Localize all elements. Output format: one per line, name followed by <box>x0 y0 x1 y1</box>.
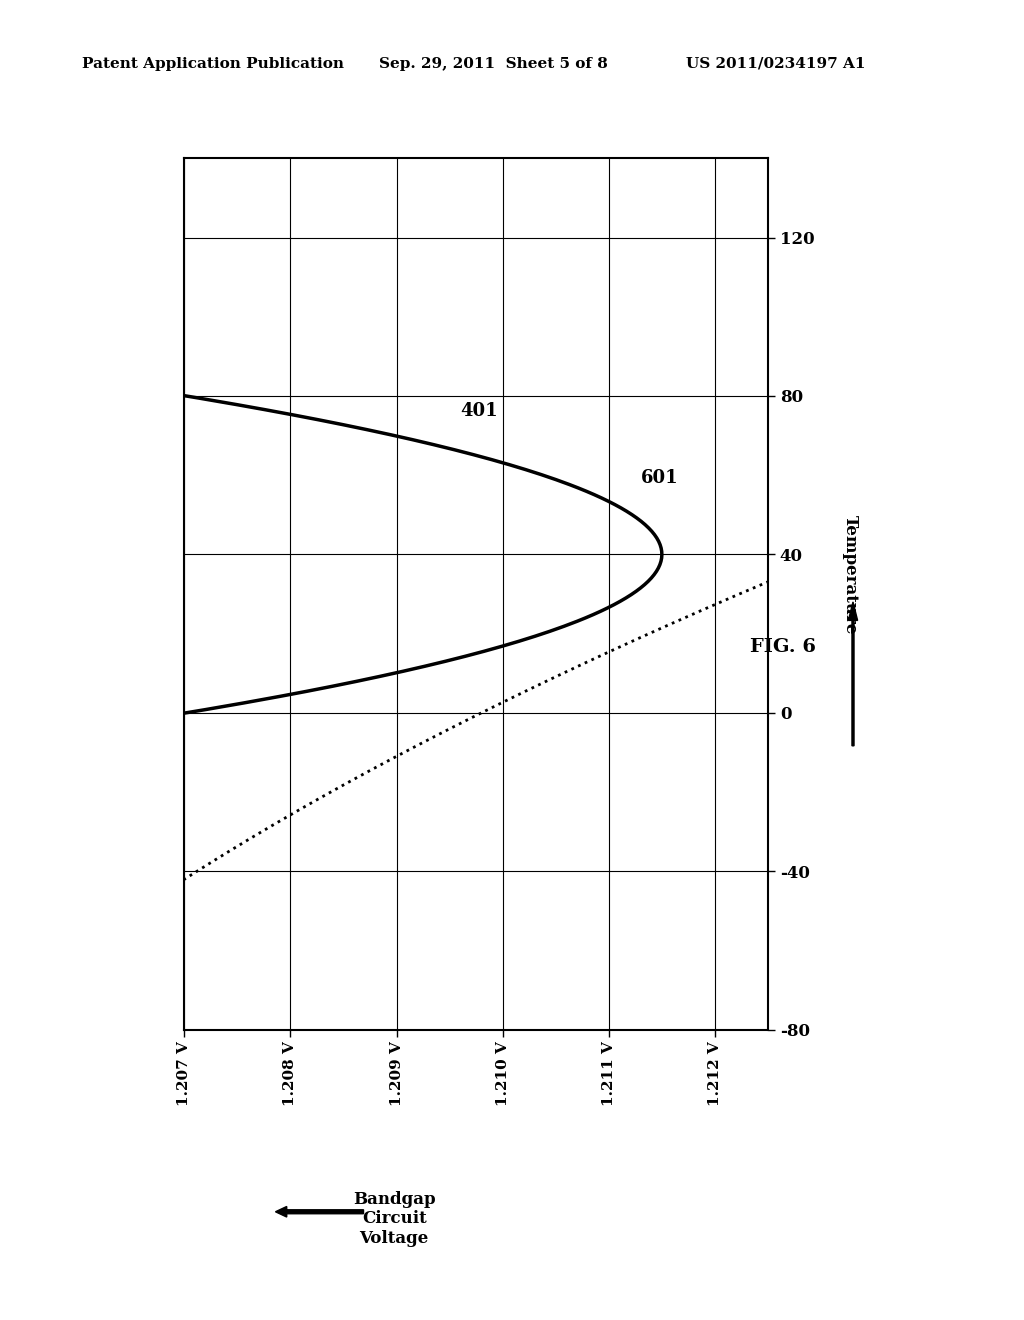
Text: 401: 401 <box>460 401 498 420</box>
Text: Patent Application Publication: Patent Application Publication <box>82 57 344 71</box>
Text: 601: 601 <box>641 469 678 487</box>
Text: Sep. 29, 2011  Sheet 5 of 8: Sep. 29, 2011 Sheet 5 of 8 <box>379 57 608 71</box>
Text: Temperature: Temperature <box>842 515 858 634</box>
Text: US 2011/0234197 A1: US 2011/0234197 A1 <box>686 57 865 71</box>
Text: Bandgap
Circuit
Voltage: Bandgap Circuit Voltage <box>353 1191 435 1247</box>
Text: FIG. 6: FIG. 6 <box>751 638 816 656</box>
